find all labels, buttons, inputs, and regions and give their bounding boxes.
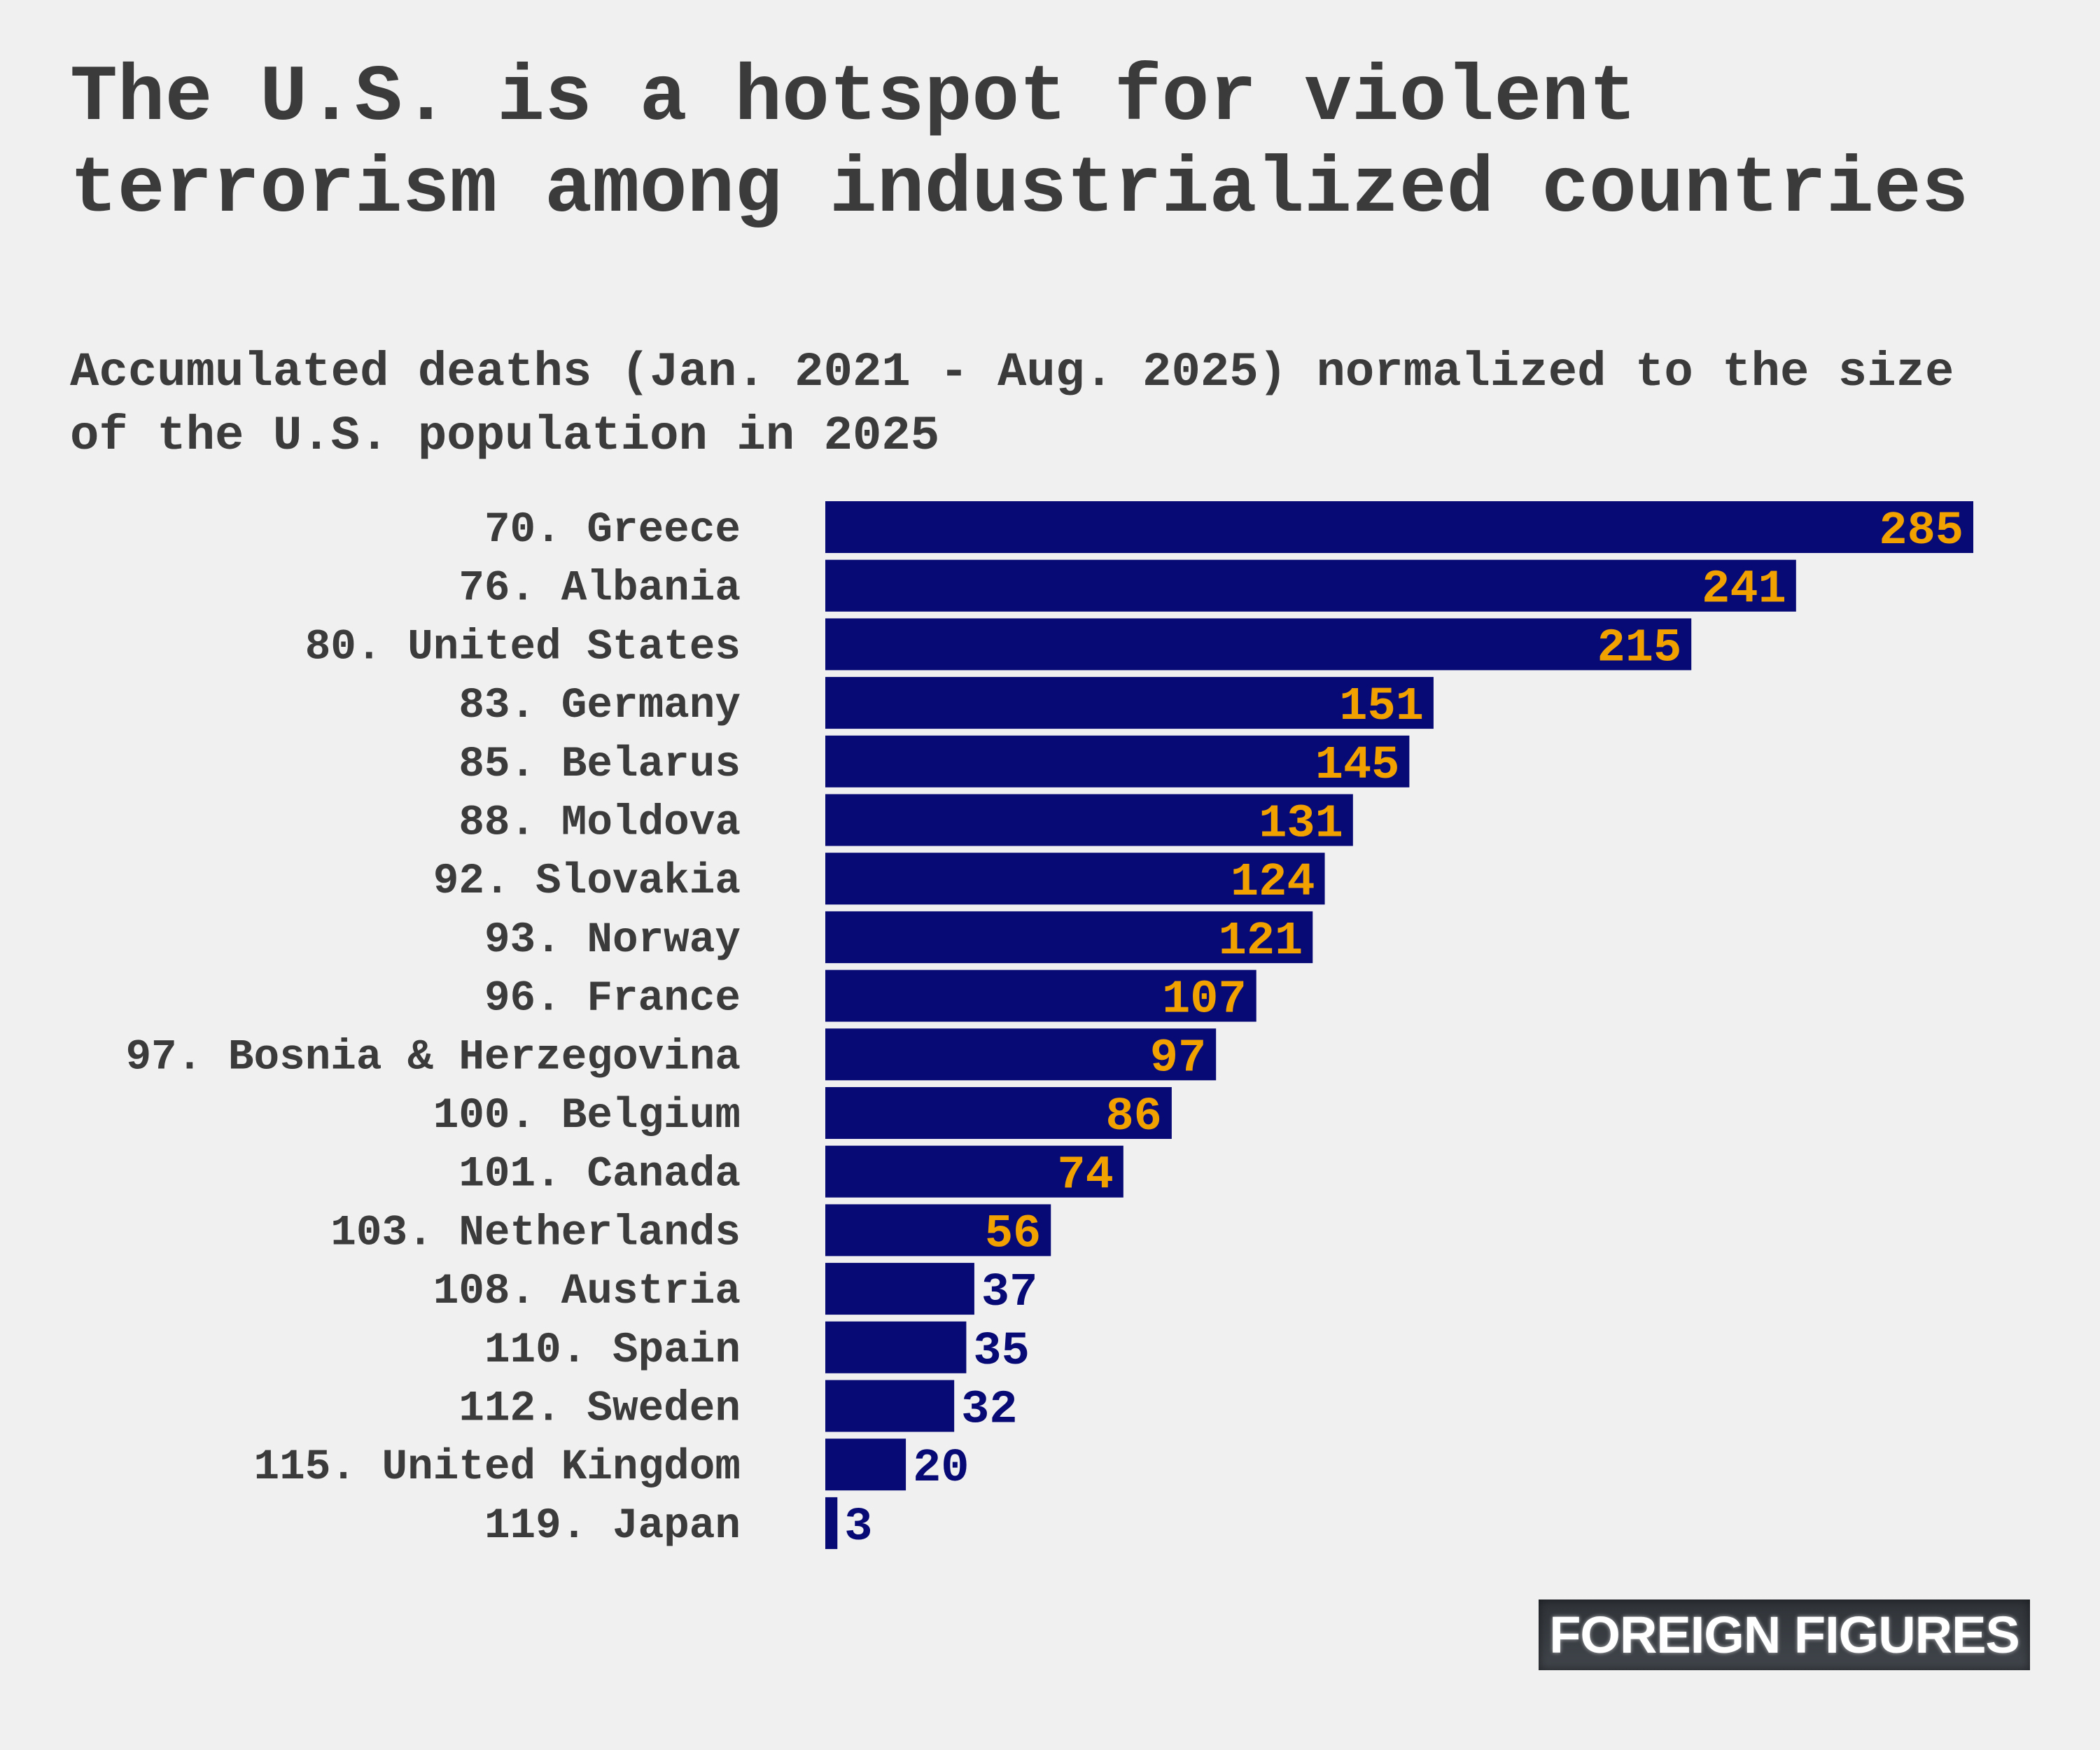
value-label: 145 (1315, 739, 1400, 792)
category-label: 85. Belarus (458, 741, 741, 789)
bar (825, 677, 1434, 729)
category-label: 70. Greece (484, 506, 741, 554)
value-label: 124 (1231, 856, 1315, 909)
value-label: 215 (1597, 622, 1682, 675)
category-label: 96. France (484, 975, 741, 1023)
category-label: 100. Belgium (433, 1092, 741, 1140)
chart-title: The U.S. is a hotspot for violent terror… (70, 53, 1969, 234)
value-label: 35 (973, 1325, 1029, 1378)
value-label: 107 (1162, 974, 1247, 1027)
category-label: 103. Netherlands (330, 1209, 741, 1257)
category-label: 92. Slovakia (433, 858, 741, 906)
value-label: 20 (913, 1442, 969, 1495)
bar (825, 911, 1313, 963)
category-label: 97. Bosnia & Herzegovina (125, 1033, 741, 1082)
category-label: 101. Canada (458, 1151, 741, 1199)
bar (825, 559, 1796, 612)
bar (825, 1204, 1051, 1256)
category-label: 88. Moldova (458, 799, 741, 848)
bar (825, 1263, 974, 1315)
category-label: 119. Japan (484, 1502, 741, 1550)
category-label: 110. Spain (484, 1326, 741, 1375)
bar (825, 501, 1973, 553)
value-label: 37 (981, 1266, 1037, 1320)
value-label: 121 (1219, 915, 1303, 968)
category-label: 108. Austria (433, 1268, 741, 1316)
category-label: 80. United States (305, 623, 741, 671)
bar (825, 1438, 906, 1491)
value-label: 86 (1105, 1091, 1161, 1144)
bar-chart: 70. Greece 285 76. Albania 241 80. United St… (125, 501, 1973, 1554)
value-label: 3 (844, 1501, 872, 1554)
value-label: 151 (1339, 680, 1424, 734)
bar (825, 1087, 1172, 1139)
bar (825, 1380, 955, 1432)
bar (825, 969, 1256, 1022)
category-label: 83. Germany (458, 682, 741, 730)
value-label: 97 (1150, 1032, 1206, 1085)
value-label: 131 (1259, 798, 1343, 851)
bar (825, 1145, 1124, 1198)
category-label: 112. Sweden (458, 1385, 741, 1434)
category-label: 115. United Kingdom (253, 1443, 741, 1492)
foreign-figures-logo: FOREIGN FIGURES (1539, 1600, 2030, 1670)
value-label: 32 (961, 1384, 1017, 1437)
bar (825, 794, 1353, 846)
bar (825, 1321, 967, 1373)
value-label: 285 (1879, 505, 1963, 558)
value-label: 74 (1057, 1149, 1113, 1203)
category-label: 93. Norway (484, 916, 741, 965)
value-label: 56 (985, 1208, 1041, 1261)
bar (825, 735, 1410, 788)
chart-subtitle: Accumulated deaths (Jan. 2021 - Aug. 202… (70, 345, 1954, 463)
bar (825, 618, 1692, 671)
bar (825, 1497, 838, 1549)
bar (825, 1028, 1217, 1081)
value-label: 241 (1702, 564, 1786, 617)
bar (825, 853, 1325, 905)
category-label: 76. Albania (458, 565, 741, 613)
